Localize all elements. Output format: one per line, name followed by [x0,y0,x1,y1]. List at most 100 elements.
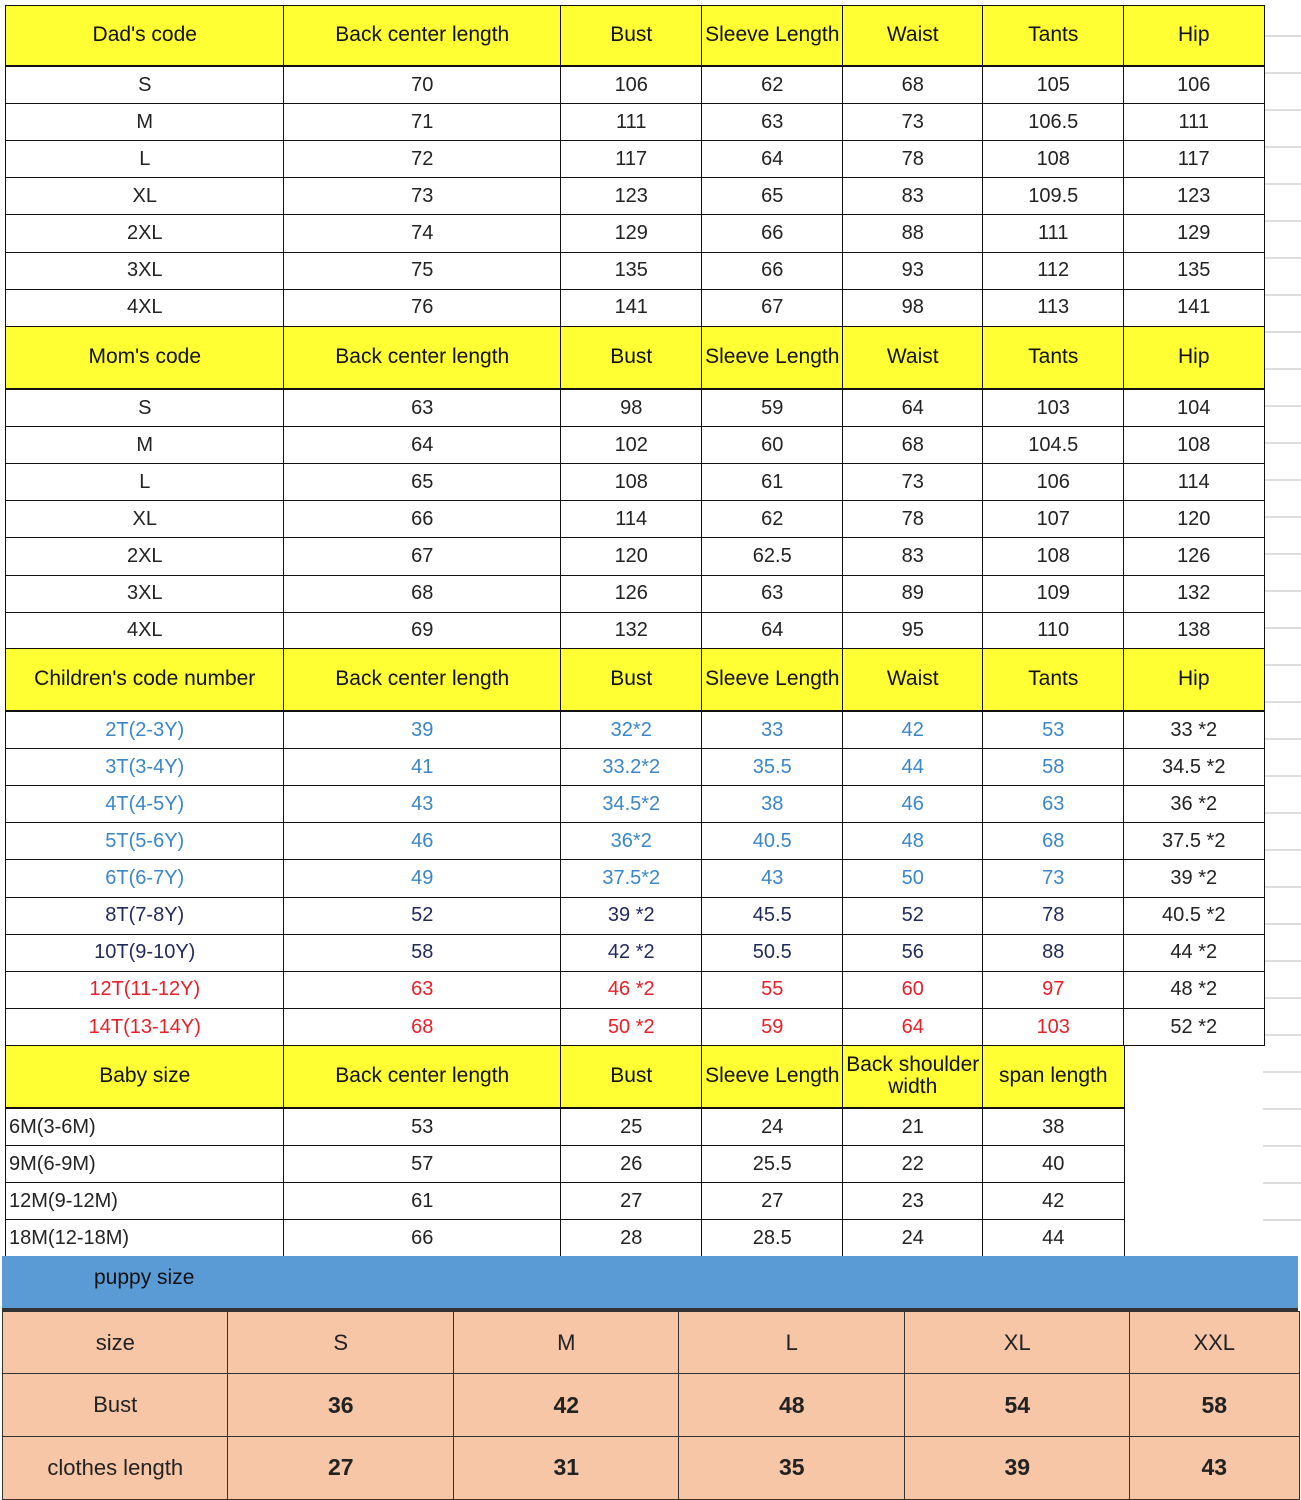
baby-table-cell: 27 [560,1182,703,1221]
puppy-table-cell: S [227,1311,455,1375]
children-table-cell: 97 [982,970,1125,1010]
children-column-header: Tants [982,648,1125,713]
dad-table-cell: 65 [701,177,844,216]
children-table-cell: 52 [842,896,984,936]
mom-column-header: Sleeve Length [701,326,844,391]
baby-table-cell: 12M(9-12M) [5,1182,285,1221]
mom-table-cell: 106 [982,463,1125,502]
baby-table-cell: 40 [982,1145,1125,1184]
children-table-cell: 5T(5-6Y) [5,822,285,861]
baby-table-cell: 24 [701,1108,844,1147]
puppy-size-banner: puppy size [2,1256,1298,1311]
dad-table-cell: 83 [842,177,984,216]
children-table-cell: 36 *2 [1123,785,1265,824]
mom-table-cell: M [5,426,285,465]
mom-table-cell: 108 [1123,426,1265,465]
puppy-table-cell: 48 [678,1373,906,1438]
dad-table-cell: 62 [701,66,844,105]
puppy-table-cell: XL [904,1311,1131,1375]
children-table-cell: 33.2*2 [560,748,703,787]
baby-table-cell: 26 [560,1145,703,1184]
children-table-cell: 45.5 [701,896,844,936]
dad-column-header: Dad's code [5,5,285,68]
children-table-cell: 42 *2 [560,933,703,973]
children-table-cell: 46 *2 [560,970,703,1010]
puppy-table-cell: 36 [227,1373,455,1438]
children-column-header: Children's code number [5,648,285,713]
mom-table-cell: 110 [982,611,1125,651]
puppy-table-cell: M [453,1311,680,1375]
dad-table-cell: 106 [560,66,703,105]
baby-table-cell: 25 [560,1108,703,1147]
baby-table-cell: 22 [842,1145,984,1184]
baby-table-cell: 24 [842,1219,984,1258]
dad-table-cell: 93 [842,251,984,291]
children-table-cell: 33 [701,711,844,750]
dad-table-cell: 111 [1123,103,1265,142]
baby-column-header: Back shoulder width [842,1045,984,1110]
dad-table-cell: 108 [982,140,1125,179]
dad-table-cell: 71 [283,103,562,142]
mom-table-cell: 78 [842,500,984,539]
mom-table-cell: 64 [283,426,562,465]
dad-table-cell: 106.5 [982,103,1125,142]
children-table-cell: 88 [982,933,1125,973]
dad-table-cell: 76 [283,288,562,328]
puppy-table-cell: clothes length [2,1436,229,1500]
children-column-header: Waist [842,648,984,713]
dad-table-cell: 74 [283,214,562,253]
mom-table-cell: 120 [560,537,703,576]
mom-table-cell: 114 [1123,463,1265,502]
mom-table-cell: 62.5 [701,537,844,576]
dad-table-cell: 67 [701,288,844,328]
dad-table-cell: 141 [560,288,703,328]
children-table-cell: 39 [283,711,562,750]
mom-table-cell: 4XL [5,611,285,651]
dad-table-cell: 63 [701,103,844,142]
puppy-table-cell: 43 [1129,1436,1300,1500]
puppy-table-cell: 58 [1129,1373,1300,1438]
mom-table-cell: 126 [1123,537,1265,576]
children-table-cell: 48 [842,822,984,861]
mom-column-header: Mom's code [5,326,285,391]
dad-table-cell: M [5,103,285,142]
dad-table-cell: 123 [560,177,703,216]
dad-table-cell: S [5,66,285,105]
mom-table-cell: 120 [1123,500,1265,539]
baby-table-cell: 23 [842,1182,984,1221]
children-table-cell: 32*2 [560,711,703,750]
mom-table-cell: 64 [842,389,984,428]
children-table-cell: 42 [842,711,984,750]
children-table-cell: 78 [982,896,1125,936]
children-table-cell: 35.5 [701,748,844,787]
mom-column-header: Tants [982,326,1125,391]
mom-table-cell: 59 [701,389,844,428]
children-table-cell: 34.5 *2 [1123,748,1265,787]
baby-table-cell: 57 [283,1145,562,1184]
children-table-cell: 68 [982,822,1125,861]
children-table-cell: 103 [982,1007,1125,1047]
dad-table-cell: 105 [982,66,1125,105]
children-table-cell: 58 [283,933,562,973]
puppy-table-cell: 42 [453,1373,680,1438]
dad-table-cell: 113 [982,288,1125,328]
children-table-cell: 3T(3-4Y) [5,748,285,787]
baby-table-cell: 42 [982,1182,1125,1221]
baby-table-cell: 44 [982,1219,1125,1258]
children-table-cell: 33 *2 [1123,711,1265,750]
dad-table-cell: 109.5 [982,177,1125,216]
children-table-cell: 50 [842,859,984,898]
baby-table-cell: 9M(6-9M) [5,1145,285,1184]
children-table-cell: 64 [842,1007,984,1047]
puppy-table-cell: XXL [1129,1311,1300,1375]
mom-table-cell: 138 [1123,611,1265,651]
dad-table-cell: L [5,140,285,179]
puppy-table-cell: 39 [904,1436,1131,1500]
baby-table-cell: 28.5 [701,1219,844,1258]
children-table-cell: 40.5 *2 [1123,896,1265,936]
mom-table-cell: S [5,389,285,428]
mom-table-cell: 108 [982,537,1125,576]
puppy-table-cell: 35 [678,1436,906,1500]
children-table-cell: 14T(13-14Y) [5,1007,285,1047]
children-table-cell: 40.5 [701,822,844,861]
